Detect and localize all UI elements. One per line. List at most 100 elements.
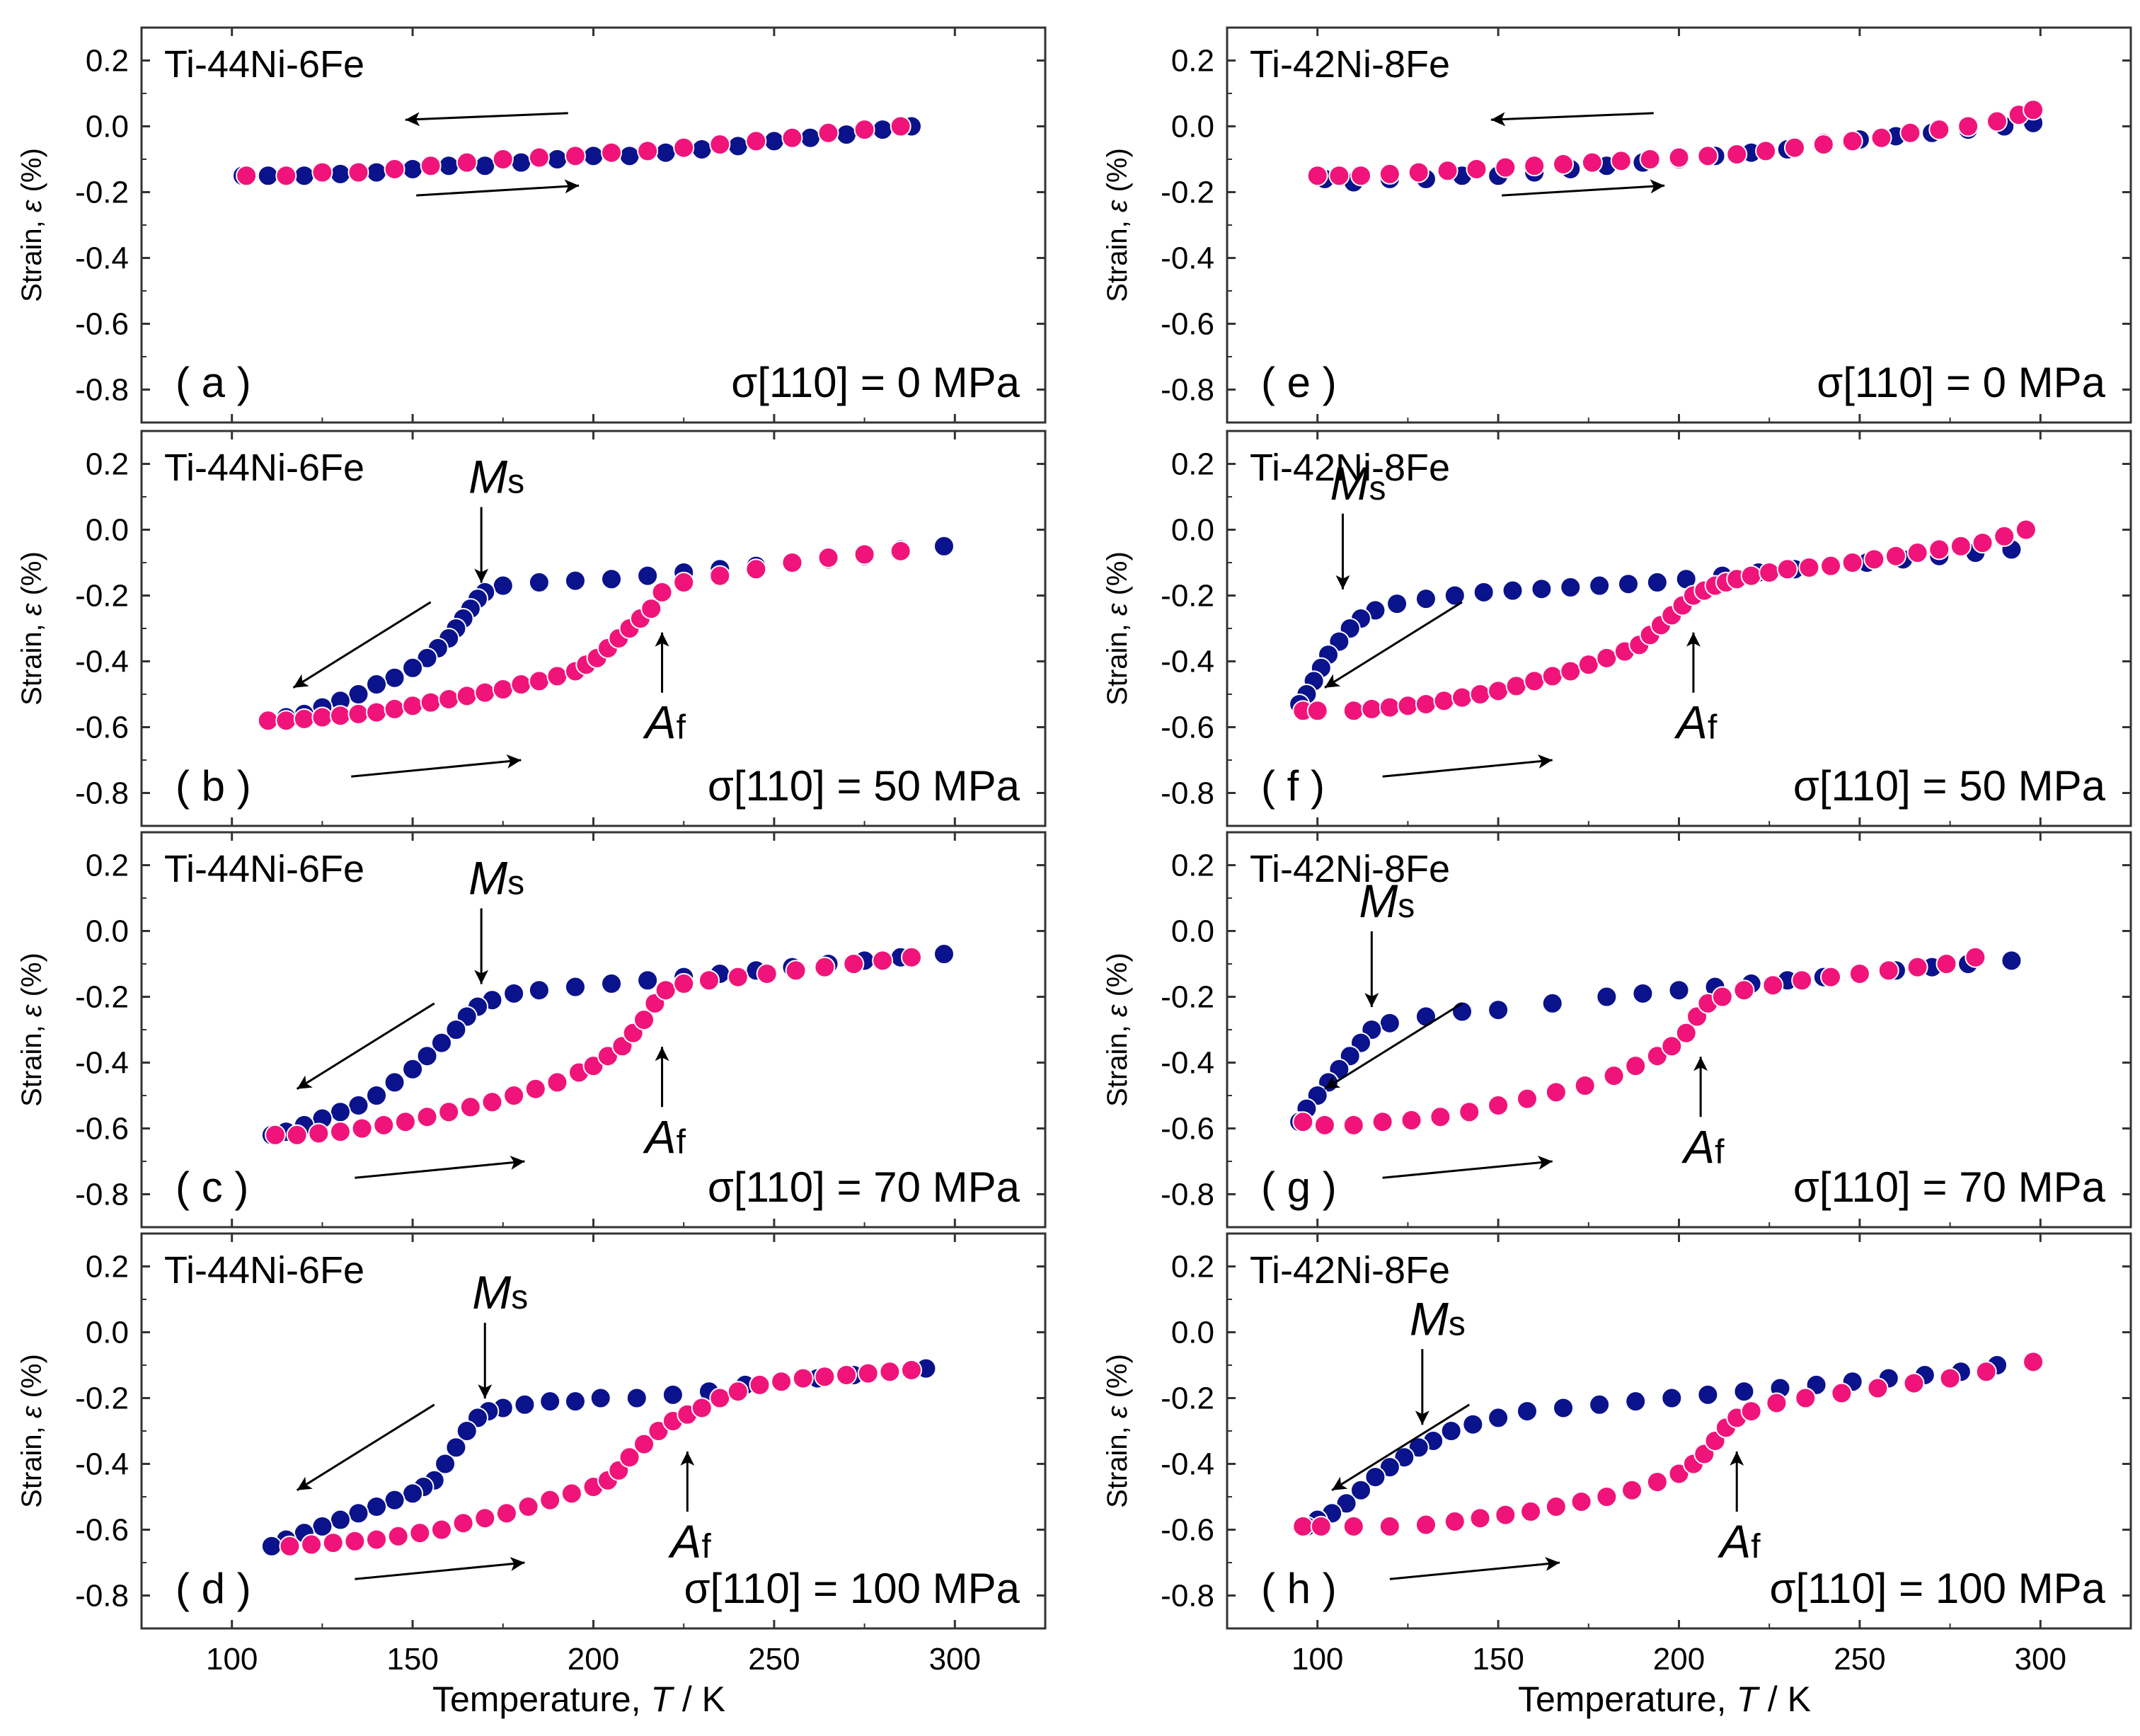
heating-point: [329, 1121, 351, 1143]
x-axis-title-variable: T: [1736, 1679, 1760, 1719]
alloy-label: Ti-42Ni-8Fe: [1250, 447, 1450, 489]
heating-point: [1675, 1022, 1697, 1044]
heating-point: [546, 1071, 568, 1093]
af-label-main: A: [1717, 1515, 1751, 1568]
heating-point: [817, 547, 839, 569]
cooling-point: [503, 982, 525, 1004]
heating-point: [619, 1447, 640, 1468]
heating-point: [1621, 1479, 1643, 1501]
heating-point: [474, 682, 496, 703]
af-label: Af: [1717, 1515, 1761, 1568]
heating-point: [1661, 1035, 1683, 1057]
heating-point: [1903, 1372, 1925, 1394]
series-heating: [264, 946, 923, 1146]
y-tick-label: 0.0: [86, 110, 129, 144]
y-axis-title-variable: ε: [1102, 602, 1133, 616]
alloy-label: Ti-44Ni-6Fe: [164, 447, 364, 489]
heating-point: [1848, 962, 1870, 984]
panel-letter: ( h ): [1261, 1565, 1337, 1612]
y-tick-label: -0.2: [1161, 176, 1214, 210]
heating-point: [1516, 1088, 1538, 1110]
heating-point: [510, 674, 532, 696]
heating-point: [495, 1502, 517, 1524]
y-axis-title-prefix: Strain,: [16, 212, 47, 302]
stress-label: σ[110] = 0 MPa: [1817, 359, 2105, 406]
panel-letter: ( b ): [176, 762, 251, 810]
heating-direction-arrow: [416, 179, 580, 197]
y-tick-label: -0.2: [75, 980, 129, 1015]
x-axis-title-prefix: Temperature,: [432, 1679, 650, 1719]
heating-point: [264, 1124, 286, 1146]
af-label: Af: [667, 1515, 711, 1568]
heating-point: [1957, 115, 1979, 137]
y-tick-label: -0.6: [1161, 711, 1214, 745]
ms-label-main: M: [472, 1266, 511, 1318]
cooling-point: [1462, 1413, 1484, 1435]
heating-point: [1451, 686, 1473, 708]
y-tick-label: -0.8: [75, 776, 129, 811]
cooling-point: [1661, 1387, 1683, 1409]
y-axis-title-prefix: Strain,: [1102, 1017, 1133, 1107]
heating-point: [1577, 654, 1599, 676]
y-axis-title: Strain, ε (%): [16, 953, 47, 1107]
heating-point: [1342, 1515, 1364, 1537]
cooling-point: [836, 124, 858, 146]
y-axis-title-prefix: Strain,: [1102, 1418, 1133, 1508]
y-axis-title: Strain, ε (%): [1102, 551, 1133, 706]
cooling-point: [510, 151, 532, 173]
heating-point: [560, 1483, 582, 1505]
heating-point: [814, 956, 836, 978]
heating-point: [1313, 1114, 1335, 1136]
heating-point: [691, 1397, 713, 1419]
y-tick-label: -0.8: [1161, 373, 1214, 408]
heating-point: [785, 960, 807, 982]
heating-point: [853, 119, 875, 141]
heating-point: [1986, 110, 2008, 132]
cooling-point: [1589, 1393, 1611, 1415]
heating-point: [1870, 127, 1892, 149]
heating-point: [402, 695, 424, 717]
chart-panels: 0.2 0.0 -0.2 -0.4 -0.6 -0.8 Strain, ε (%) Ti-44…: [16, 26, 2132, 1677]
cooling-point: [1553, 1397, 1575, 1419]
heating-point: [1639, 149, 1661, 170]
heating-point: [1545, 1495, 1567, 1517]
heating-point: [633, 1433, 655, 1455]
heating-point: [1469, 1507, 1491, 1529]
y-tick-label: -0.4: [1161, 1046, 1214, 1081]
af-label-main: A: [667, 1515, 701, 1568]
heating-point: [745, 130, 767, 152]
x-axis-titles: Temperature, T / K Temperature, T / K: [432, 1679, 1811, 1719]
af-label-sub: f: [701, 1528, 711, 1565]
cooling-point: [430, 1032, 452, 1054]
heating-point: [1841, 552, 1863, 573]
heating-point: [879, 1361, 901, 1383]
heating-point: [1877, 960, 1899, 982]
heating-point: [456, 151, 478, 173]
heating-point: [1935, 953, 1957, 975]
cooling-point: [366, 1085, 388, 1106]
cooling-point: [1364, 1466, 1386, 1488]
heating-point: [1541, 665, 1563, 687]
heating-point: [814, 1366, 836, 1388]
cooling-point: [514, 1393, 536, 1415]
heating-point: [2015, 519, 2037, 541]
panel-letter: ( a ): [176, 359, 251, 406]
heating-point: [528, 670, 550, 692]
cooling-point: [1335, 1493, 1357, 1514]
ms-label-main: M: [468, 451, 507, 503]
heating-point: [1646, 1471, 1668, 1493]
heating-point: [673, 972, 695, 994]
cooling-point: [546, 149, 568, 170]
heating-point: [1646, 1045, 1668, 1067]
cooling-point: [662, 1384, 684, 1406]
y-axis-title-suffix: (%): [16, 148, 47, 200]
heating-point: [655, 979, 677, 1001]
y-axis-title-prefix: Strain,: [1102, 212, 1133, 302]
heating-point: [1939, 1367, 1961, 1389]
heating-point: [492, 149, 514, 170]
y-tick-label: -0.6: [75, 711, 129, 745]
heating-point: [387, 1525, 409, 1547]
heating-point: [1433, 690, 1455, 712]
heating-point: [651, 581, 673, 603]
heating-point: [311, 706, 333, 728]
